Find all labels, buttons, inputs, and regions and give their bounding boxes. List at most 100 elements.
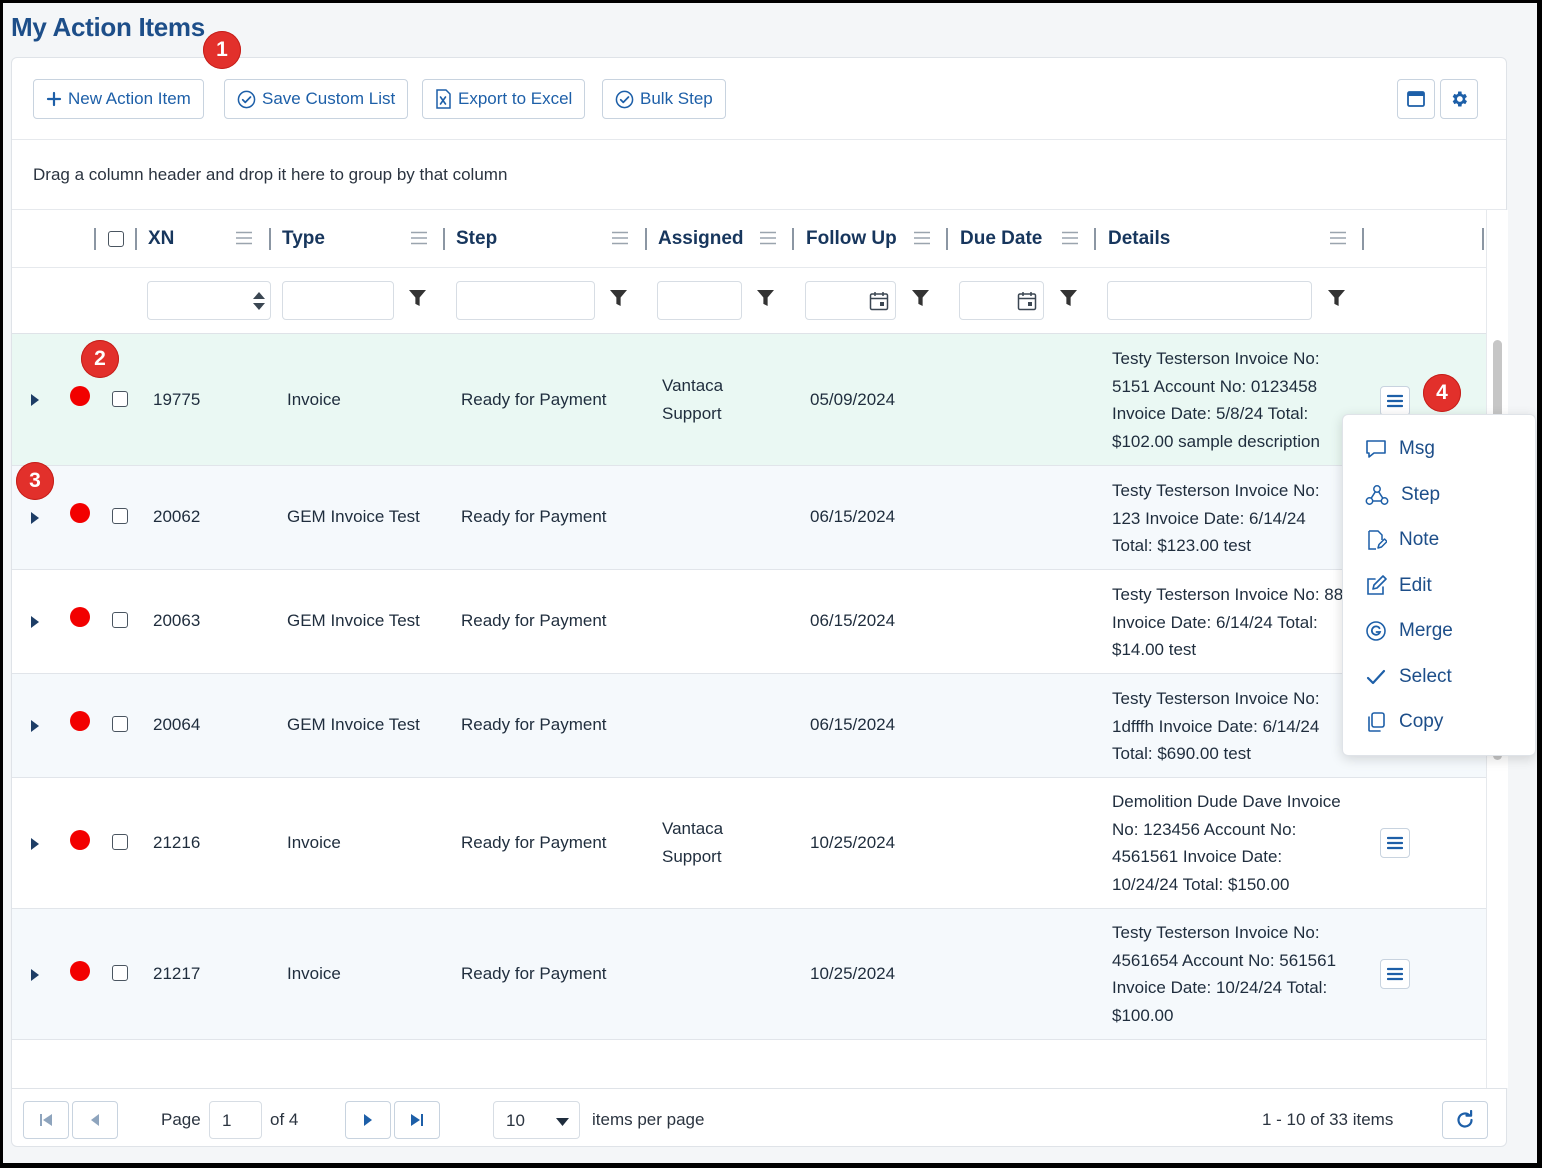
filter-icon[interactable] <box>409 290 426 307</box>
menu-item-step[interactable]: Step <box>1343 473 1535 517</box>
spinner-arrows-icon[interactable] <box>252 291 266 311</box>
first-page-button[interactable] <box>23 1101 69 1139</box>
column-menu-icon[interactable] <box>411 231 427 245</box>
follow-up-cell: 06/15/2024 <box>810 715 896 734</box>
layout-toggle-button[interactable] <box>1397 79 1435 119</box>
type-filter-input[interactable] <box>282 281 394 320</box>
menu-item-select[interactable]: Select <box>1343 655 1535 699</box>
menu-item-label: Merge <box>1399 620 1453 641</box>
next-page-button[interactable] <box>345 1101 391 1139</box>
menu-item-label: Note <box>1399 529 1440 550</box>
filter-icon[interactable] <box>1060 290 1077 307</box>
page-size-select[interactable]: 10 <box>493 1101 580 1139</box>
filter-icon[interactable] <box>757 290 774 307</box>
table-row[interactable]: 20063 GEM Invoice Test Ready for Payment… <box>12 570 1486 674</box>
gear-icon <box>1452 91 1467 107</box>
column-menu-icon[interactable] <box>1062 231 1078 245</box>
merge-icon <box>1366 621 1386 641</box>
row-checkbox[interactable] <box>112 612 128 628</box>
menu-item-copy[interactable]: Copy <box>1343 700 1535 744</box>
expand-caret-icon[interactable] <box>30 615 40 629</box>
filter-icon[interactable] <box>1328 290 1345 307</box>
expand-caret-icon[interactable] <box>30 968 40 982</box>
row-checkbox[interactable] <box>112 508 128 524</box>
export-to-excel-button[interactable]: Export to Excel <box>422 79 586 119</box>
check-icon <box>1366 669 1386 685</box>
details-cell: Testy Testerson Invoice No: 88 Invoice D… <box>1112 585 1344 659</box>
last-page-icon <box>411 1114 423 1126</box>
filter-icon[interactable] <box>610 290 627 307</box>
new-action-item-button[interactable]: New Action Item <box>33 79 204 119</box>
column-separator <box>1362 228 1364 250</box>
status-dot <box>70 830 90 850</box>
settings-button[interactable] <box>1440 79 1478 119</box>
status-dot <box>70 961 90 981</box>
refresh-button[interactable] <box>1442 1101 1488 1139</box>
expand-caret-icon[interactable] <box>30 393 40 407</box>
page-number-input[interactable]: 1 <box>209 1101 262 1139</box>
refresh-icon <box>1457 1110 1473 1128</box>
row-checkbox[interactable] <box>112 965 128 981</box>
status-dot <box>70 503 90 523</box>
last-page-button[interactable] <box>394 1101 440 1139</box>
save-custom-list-button[interactable]: Save Custom List <box>224 79 409 119</box>
filter-icon[interactable] <box>912 290 929 307</box>
column-header-follow-up[interactable]: Follow Up <box>806 228 897 249</box>
row-actions-button[interactable] <box>1380 959 1410 989</box>
bulk-step-button[interactable]: Bulk Step <box>602 79 726 119</box>
menu-item-note[interactable]: Note <box>1343 518 1535 562</box>
calendar-icon[interactable] <box>869 291 889 311</box>
xn-cell: 20064 <box>153 715 201 734</box>
column-separator <box>645 228 647 250</box>
column-separator <box>269 228 271 250</box>
row-checkbox[interactable] <box>112 391 128 407</box>
select-all-checkbox[interactable] <box>108 231 124 247</box>
menu-item-msg[interactable]: Msg <box>1343 427 1535 471</box>
annotation-badge-4: 4 <box>1423 374 1461 412</box>
column-header-details[interactable]: Details <box>1108 228 1171 249</box>
expand-caret-icon[interactable] <box>30 719 40 733</box>
menu-item-edit[interactable]: Edit <box>1343 564 1535 608</box>
bulk-step-label: Bulk Step <box>640 89 713 108</box>
calendar-icon[interactable] <box>1017 291 1037 311</box>
due-date-filter-input[interactable] <box>959 281 1044 320</box>
type-cell: Invoice <box>287 964 341 983</box>
row-actions-button[interactable] <box>1380 386 1410 416</box>
follow-up-filter-input[interactable] <box>805 281 896 320</box>
group-by-drop-zone[interactable]: Drag a column header and drop it here to… <box>12 140 1506 210</box>
window-icon <box>1407 91 1425 107</box>
xn-cell: 21217 <box>153 964 201 983</box>
column-separator <box>135 228 137 250</box>
menu-item-merge[interactable]: Merge <box>1343 609 1535 653</box>
column-menu-icon[interactable] <box>914 231 930 245</box>
type-cell: Invoice <box>287 833 341 852</box>
column-header-assigned[interactable]: Assigned <box>658 228 744 249</box>
column-menu-icon[interactable] <box>1330 231 1346 245</box>
table-row[interactable]: 20064 GEM Invoice Test Ready for Payment… <box>12 674 1486 778</box>
column-header-due-date[interactable]: Due Date <box>960 228 1043 249</box>
row-checkbox[interactable] <box>112 834 128 850</box>
expand-caret-icon[interactable] <box>30 511 40 525</box>
check-circle-icon <box>237 90 256 108</box>
assigned-filter-input[interactable] <box>657 281 742 320</box>
step-filter-input[interactable] <box>456 281 595 320</box>
message-icon <box>1366 440 1386 458</box>
details-filter-input[interactable] <box>1107 281 1312 320</box>
column-menu-icon[interactable] <box>612 231 628 245</box>
column-header-xn[interactable]: XN <box>148 228 175 249</box>
table-row[interactable]: 21216 Invoice Ready for Payment Vantaca … <box>12 778 1486 909</box>
table-row[interactable]: 21217 Invoice Ready for Payment 10/25/20… <box>12 909 1486 1040</box>
column-header-type[interactable]: Type <box>282 228 325 249</box>
table-row[interactable]: 20062 GEM Invoice Test Ready for Payment… <box>12 466 1486 570</box>
expand-caret-icon[interactable] <box>30 837 40 851</box>
previous-page-icon <box>91 1114 99 1126</box>
row-checkbox[interactable] <box>112 716 128 732</box>
follow-up-cell: 05/09/2024 <box>810 390 896 409</box>
table-row[interactable]: 19775 Invoice Ready for Payment Vantaca … <box>12 334 1486 466</box>
column-header-step[interactable]: Step <box>456 228 498 249</box>
xn-filter-input[interactable] <box>147 281 271 320</box>
column-menu-icon[interactable] <box>760 231 776 245</box>
row-actions-button[interactable] <box>1380 828 1410 858</box>
previous-page-button[interactable] <box>72 1101 118 1139</box>
column-menu-icon[interactable] <box>236 231 252 245</box>
